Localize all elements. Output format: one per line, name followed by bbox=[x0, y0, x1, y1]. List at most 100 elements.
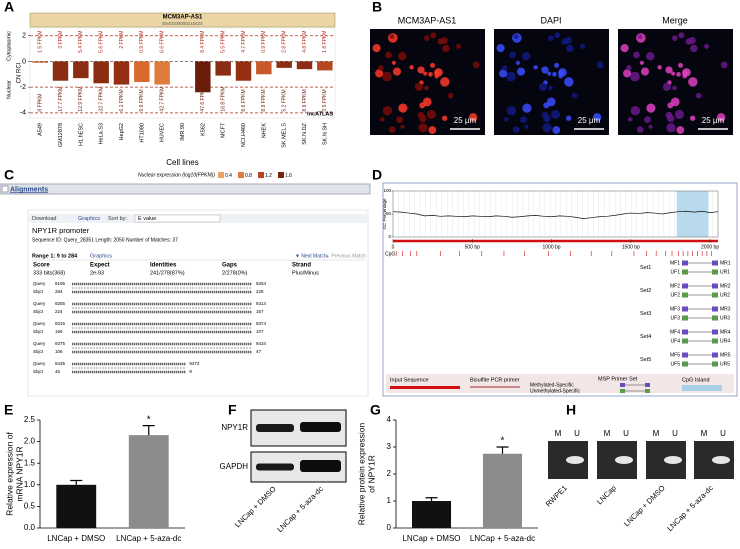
band-label: NPY1R bbox=[221, 423, 248, 432]
legend-label: 0.8 bbox=[245, 173, 252, 179]
value-label: 0.9 FPKM bbox=[139, 31, 145, 53]
bar bbox=[113, 61, 130, 85]
position: 47 bbox=[256, 349, 262, 354]
set-label: Set1 bbox=[640, 265, 651, 271]
x-tick-label: SK.N.DZ bbox=[302, 122, 308, 144]
y-tick-label: 1.5 bbox=[24, 458, 36, 467]
bar bbox=[482, 453, 523, 528]
primer-label: UR4 bbox=[720, 338, 730, 344]
cell bbox=[546, 97, 556, 107]
bar bbox=[56, 484, 97, 528]
cell bbox=[552, 126, 561, 134]
position: 224 bbox=[55, 309, 63, 314]
cell bbox=[720, 61, 728, 69]
x-tick-label: GM12878 bbox=[58, 123, 64, 147]
cell bbox=[516, 67, 526, 76]
cell bbox=[671, 71, 676, 76]
cell bbox=[548, 35, 554, 41]
cell bbox=[672, 85, 677, 91]
cell bbox=[550, 109, 560, 119]
value-label: 6.6 FPKM bbox=[159, 31, 165, 53]
cell bbox=[382, 71, 392, 82]
sample-label: LNCap + DMSO bbox=[622, 483, 667, 528]
cell bbox=[419, 114, 427, 123]
band bbox=[300, 422, 341, 432]
cell bbox=[398, 103, 408, 113]
set-label: Set4 bbox=[640, 334, 651, 340]
cell bbox=[398, 51, 407, 61]
y-tick-label: 1 bbox=[387, 496, 392, 505]
cell bbox=[685, 38, 692, 45]
cell bbox=[554, 62, 559, 68]
legend-swatch bbox=[390, 386, 460, 389]
cell bbox=[682, 73, 687, 79]
cell bbox=[496, 44, 505, 53]
value-label: 5.6 FPKM bbox=[98, 31, 104, 53]
cell bbox=[646, 51, 655, 61]
micrograph bbox=[618, 29, 733, 135]
cell bbox=[592, 113, 602, 122]
y-tick-label: 2 bbox=[387, 469, 392, 478]
cell bbox=[515, 60, 521, 65]
y-tick-label: 100 bbox=[383, 188, 391, 193]
cell bbox=[472, 61, 480, 69]
primer bbox=[712, 329, 718, 335]
query-label: Query bbox=[33, 361, 46, 366]
cell bbox=[674, 109, 684, 119]
table-header: Strand bbox=[292, 263, 311, 269]
value-label: 8.4 FPKM bbox=[200, 31, 206, 53]
x-tick-label: A549 bbox=[38, 123, 44, 136]
cell bbox=[422, 97, 432, 107]
cell bbox=[440, 77, 450, 87]
lane-label: U bbox=[574, 429, 580, 438]
panel-label: E bbox=[4, 402, 13, 418]
cell bbox=[596, 61, 604, 69]
y-tick-label: -2 bbox=[20, 84, 26, 91]
value-label: 3.5 FPKM bbox=[322, 89, 328, 111]
cell bbox=[447, 92, 454, 99]
cell bbox=[657, 65, 662, 70]
cell bbox=[468, 113, 478, 122]
legend-label: MSP Primer Set bbox=[598, 376, 638, 382]
bar bbox=[317, 61, 333, 71]
band-label: GAPDH bbox=[220, 462, 249, 471]
x-tick-label: LNCap + DMSO bbox=[47, 534, 105, 543]
panel-label: F bbox=[228, 402, 237, 418]
previous-match: ▲ Previous Match bbox=[325, 253, 366, 259]
cell bbox=[509, 51, 516, 59]
cell bbox=[499, 69, 508, 78]
cell bbox=[623, 69, 632, 78]
cell bbox=[424, 35, 430, 41]
side-label: Cytoplasmic bbox=[6, 31, 12, 61]
value-label: 5.5 FPKM bbox=[220, 31, 226, 53]
primer-label: UR3 bbox=[720, 315, 730, 321]
value-label: 2.8 FPKM bbox=[281, 31, 287, 53]
micrograph bbox=[494, 29, 609, 135]
x-tick-label: K562 bbox=[200, 123, 206, 136]
cell bbox=[543, 114, 551, 123]
set-label: Set3 bbox=[640, 311, 651, 317]
cell bbox=[630, 106, 641, 116]
table-header: Expect bbox=[90, 263, 110, 269]
position: 9472 bbox=[189, 361, 200, 366]
panel-label: G bbox=[370, 402, 381, 418]
lane-label: M bbox=[555, 429, 562, 438]
cell bbox=[520, 116, 527, 124]
primer-label: MR3 bbox=[720, 306, 731, 312]
primer bbox=[712, 292, 718, 298]
cpg-island bbox=[676, 191, 709, 237]
cell bbox=[676, 71, 681, 77]
range: Range 1: 9 to 284 bbox=[32, 253, 78, 259]
significance: * bbox=[501, 436, 505, 447]
cell bbox=[538, 82, 547, 91]
cell bbox=[522, 103, 532, 113]
sbjct-label: Sbjct bbox=[33, 349, 44, 354]
cell bbox=[388, 126, 396, 133]
legend-label: 0.4 bbox=[225, 173, 232, 179]
primer bbox=[712, 283, 718, 289]
cell bbox=[428, 71, 433, 77]
cell bbox=[620, 44, 629, 53]
legend-label: 1.2 bbox=[265, 173, 272, 179]
legend-title: Nuclear expression (log10(FPKM)) bbox=[138, 172, 215, 178]
query-label: Query bbox=[33, 301, 46, 306]
